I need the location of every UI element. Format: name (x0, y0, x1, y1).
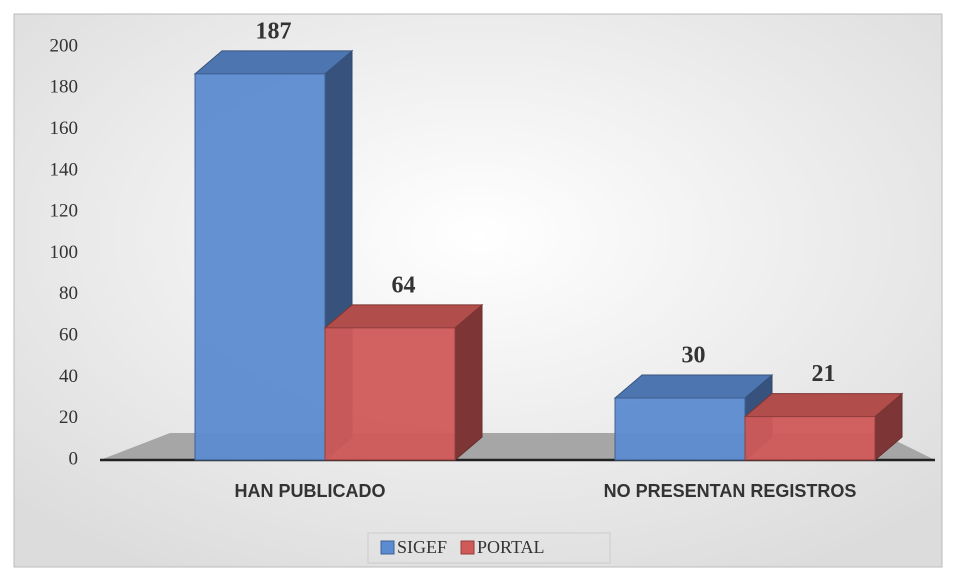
bar (614, 397, 746, 461)
x-tick-label: HAN PUBLICADO (235, 481, 386, 501)
value-label: 64 (392, 272, 416, 298)
y-tick-label: 100 (50, 242, 79, 263)
y-tick-label: 20 (59, 407, 78, 428)
bar (744, 416, 876, 461)
value-label: 21 (812, 361, 836, 387)
y-tick-label: 0 (69, 448, 79, 469)
value-label: 30 (682, 343, 706, 369)
bar (324, 327, 456, 461)
legend-box (367, 532, 611, 564)
legend-label: SIGEF (397, 537, 447, 557)
y-tick-label: 140 (50, 159, 79, 180)
bar-top (613, 374, 774, 399)
y-tick-label: 120 (50, 201, 79, 222)
legend-label: PORTAL (477, 537, 544, 557)
y-tick-label: 80 (59, 283, 78, 304)
legend-swatch (460, 540, 475, 555)
bar-top (323, 304, 484, 329)
bar-top (743, 393, 904, 418)
y-tick-label: 160 (50, 118, 79, 139)
bar-side (454, 303, 483, 462)
y-tick-label: 40 (59, 366, 78, 387)
chart-area (13, 13, 943, 568)
value-label: 187 (256, 18, 292, 44)
y-tick-label: 180 (50, 77, 79, 98)
bar (194, 73, 326, 461)
y-tick-label: 60 (59, 324, 78, 345)
x-tick-label: NO PRESENTAN REGISTROS (604, 481, 857, 501)
legend-swatch (380, 540, 395, 555)
bar-top (193, 50, 354, 75)
y-tick-label: 200 (50, 35, 79, 56)
